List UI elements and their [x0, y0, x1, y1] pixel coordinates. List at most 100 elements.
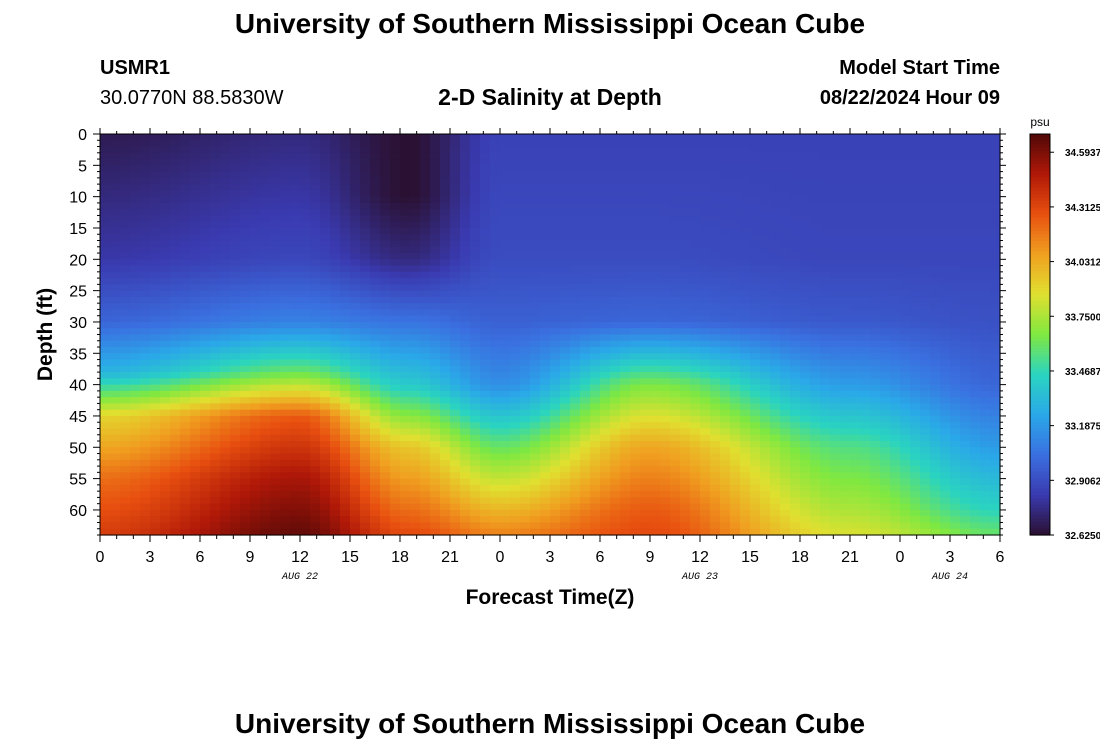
heatmap-cell — [790, 522, 801, 530]
heatmap-cell — [790, 259, 801, 267]
heatmap-cell — [310, 284, 321, 292]
heatmap-cell — [130, 447, 141, 455]
heatmap-cell — [620, 315, 631, 323]
heatmap-cell — [220, 253, 231, 260]
heatmap-cell — [790, 284, 801, 292]
heatmap-cell — [150, 296, 161, 304]
heatmap-cell — [770, 171, 781, 179]
station-coordinates: 30.0770N 88.5830W — [100, 87, 284, 109]
heatmap-cell — [370, 503, 381, 511]
heatmap-cell — [210, 453, 221, 461]
heatmap-cell — [550, 447, 561, 455]
heatmap-cell — [130, 152, 141, 160]
heatmap-cell — [430, 403, 441, 411]
heatmap-cell — [720, 146, 731, 154]
heatmap-cell — [330, 234, 341, 242]
heatmap-cell — [270, 415, 281, 423]
heatmap-cell — [740, 303, 751, 311]
heatmap-cell — [710, 146, 721, 154]
heatmap-cell — [130, 196, 141, 204]
heatmap-cell — [260, 459, 271, 467]
heatmap-cell — [220, 259, 231, 267]
heatmap-cell — [640, 328, 651, 336]
heatmap-cell — [820, 378, 831, 386]
heatmap-cell — [520, 221, 531, 229]
heatmap-cell — [680, 428, 691, 436]
heatmap-cell — [340, 441, 351, 448]
heatmap-cell — [120, 146, 131, 154]
heatmap-cell — [610, 491, 621, 499]
heatmap-cell — [200, 347, 211, 354]
heatmap-cell — [530, 453, 541, 461]
heatmap-cell — [610, 152, 621, 160]
heatmap-cell — [230, 447, 241, 455]
heatmap-cell — [240, 409, 251, 417]
heatmap-cell — [840, 491, 851, 499]
heatmap-cell — [310, 159, 321, 166]
heatmap-cell — [510, 165, 521, 173]
heatmap-cell — [230, 422, 241, 430]
heatmap-cell — [470, 177, 481, 185]
heatmap-cell — [640, 202, 651, 210]
heatmap-cell — [780, 472, 791, 480]
heatmap-cell — [320, 453, 331, 461]
heatmap-cell — [810, 259, 821, 267]
heatmap-cell — [520, 384, 531, 392]
heatmap-cell — [460, 347, 471, 354]
heatmap-cell — [830, 397, 841, 405]
heatmap-cell — [620, 441, 631, 448]
heatmap-cell — [140, 259, 151, 267]
heatmap-cell — [800, 365, 811, 373]
heatmap-cell — [450, 365, 461, 373]
heatmap-cell — [310, 265, 321, 273]
heatmap-cell — [280, 453, 291, 461]
heatmap-cell — [850, 321, 861, 329]
heatmap-cell — [570, 478, 581, 486]
heatmap-cell — [320, 253, 331, 260]
heatmap-cell — [670, 184, 681, 191]
heatmap-cell — [710, 315, 721, 323]
heatmap-cell — [850, 409, 861, 417]
heatmap-cell — [840, 459, 851, 467]
heatmap-cell — [800, 209, 811, 217]
heatmap-cell — [400, 190, 411, 198]
heatmap-cell — [390, 365, 401, 373]
heatmap-cell — [730, 509, 741, 517]
heatmap-cell — [790, 484, 801, 492]
heatmap-cell — [820, 409, 831, 417]
heatmap-cell — [650, 171, 661, 179]
heatmap-cell — [130, 441, 141, 448]
heatmap-cell — [280, 246, 291, 254]
heatmap-cell — [480, 347, 491, 354]
heatmap-cell — [210, 240, 221, 248]
heatmap-cell — [210, 209, 221, 217]
heatmap-cell — [200, 516, 211, 524]
heatmap-cell — [660, 159, 671, 166]
heatmap-cell — [680, 434, 691, 442]
heatmap-cell — [690, 202, 701, 210]
heatmap-cell — [430, 447, 441, 455]
heatmap-cell — [360, 159, 371, 166]
heatmap-cell — [270, 466, 281, 473]
heatmap-cell — [260, 347, 271, 354]
heatmap-cell — [420, 509, 431, 517]
heatmap-cell — [750, 359, 761, 367]
heatmap-cell — [460, 221, 471, 229]
heatmap-cell — [760, 466, 771, 473]
heatmap-cell — [300, 246, 311, 254]
heatmap-cell — [420, 528, 431, 536]
heatmap-cell — [650, 497, 661, 505]
heatmap-cell — [160, 246, 171, 254]
heatmap-cell — [640, 472, 651, 480]
heatmap-cell — [810, 265, 821, 273]
heatmap-cell — [540, 434, 551, 442]
heatmap-cell — [750, 522, 761, 530]
heatmap-cell — [820, 403, 831, 411]
heatmap-cell — [550, 334, 561, 342]
heatmap-cell — [610, 321, 621, 329]
heatmap-cell — [420, 190, 431, 198]
heatmap-cell — [700, 328, 711, 336]
heatmap-cell — [700, 484, 711, 492]
heatmap-cell — [550, 202, 561, 210]
heatmap-cell — [330, 259, 341, 267]
